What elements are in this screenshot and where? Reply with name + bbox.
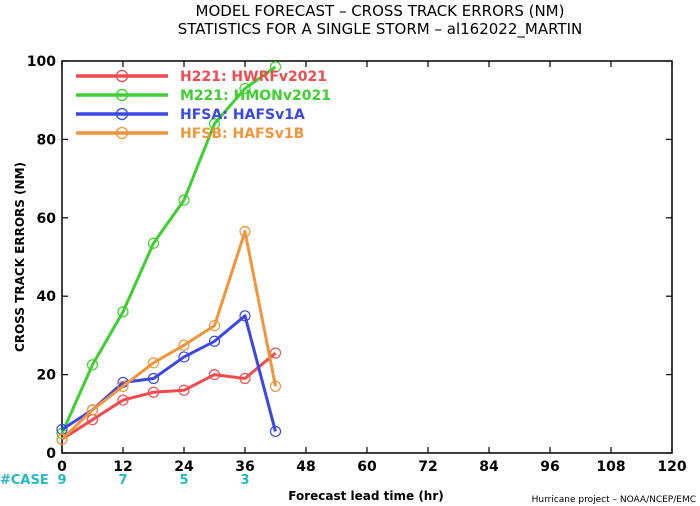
chart-title: MODEL FORECAST – CROSS TRACK ERRORS (NM) [196, 2, 565, 20]
plot-frame [61, 60, 673, 454]
legend-label: HFSB: HAFSv1B [180, 126, 304, 142]
series-line [60, 65, 277, 435]
y-tick-label: 0 [46, 446, 56, 462]
data-point [86, 404, 99, 416]
x-tick-label: 24 [174, 459, 194, 475]
y-tick-label: 60 [37, 211, 57, 227]
x-tick-label: 36 [235, 459, 254, 475]
data-point [208, 369, 221, 381]
data-point [147, 237, 160, 249]
data-point [178, 351, 190, 363]
x-tick-label: 120 [657, 459, 686, 475]
data-point [178, 384, 190, 396]
legend-label: M221: HMONv2021 [180, 88, 331, 104]
series-line [60, 230, 277, 441]
x-axis: 0 12 24 36 48 60 72 84 96 108 120 [57, 61, 687, 475]
data-point [269, 61, 282, 73]
data-point [239, 82, 251, 95]
legend-label: HFSA: HAFSv1A [180, 107, 305, 123]
x-tick-label: 0 [57, 459, 67, 475]
credit-text: Hurricane project – NOAA/NCEP/EMC [532, 495, 696, 505]
case-count: 5 [179, 473, 188, 488]
data-point [178, 339, 190, 351]
legend-label: H221: HWRFv2021 [180, 69, 327, 85]
case-counts: 9 7 5 3 [57, 473, 249, 488]
data-point [208, 320, 221, 332]
data-point [56, 433, 68, 445]
data-point [147, 357, 160, 369]
x-tick-label: 84 [479, 459, 499, 475]
x-axis-label: Forecast lead time (hr) [288, 489, 444, 503]
legend-marker [115, 107, 129, 121]
x-tick-label: 108 [596, 459, 625, 475]
series-lines [56, 61, 282, 445]
y-tick-label: 20 [37, 368, 57, 384]
case-count: 7 [118, 473, 127, 488]
data-point [117, 394, 129, 406]
case-count: 3 [240, 473, 249, 488]
data-point [239, 225, 251, 238]
data-point [269, 425, 282, 438]
legend: H221: HWRFv2021 M221: HMONv2021 HFSA: HAFS… [76, 69, 331, 142]
y-axis-label: CROSS TRACK ERRORS (NM) [13, 162, 27, 352]
legend-marker [115, 126, 129, 140]
y-axis: 0 20 40 60 80 100 [27, 54, 672, 462]
y-tick-label: 80 [37, 132, 57, 148]
x-tick-label: 48 [296, 459, 315, 475]
data-point [269, 380, 282, 392]
data-point [117, 306, 129, 318]
data-point [147, 372, 160, 385]
y-tick-label: 40 [37, 289, 57, 305]
x-tick-label: 12 [113, 459, 132, 475]
case-count: 9 [57, 473, 66, 488]
data-point [208, 335, 221, 347]
y-tick-label: 100 [27, 54, 56, 70]
x-tick-label: 72 [418, 459, 437, 475]
data-point [208, 118, 221, 130]
case-label: #CASE [0, 473, 49, 488]
data-point [269, 347, 282, 359]
data-point [239, 372, 251, 385]
data-point [117, 380, 129, 392]
data-point [178, 194, 190, 206]
chart-subtitle: STATISTICS FOR A SINGLE STORM – al162022… [178, 20, 582, 39]
x-tick-label: 60 [357, 459, 377, 475]
x-tick-label: 96 [540, 459, 559, 475]
legend-marker [115, 69, 129, 83]
legend-marker [115, 88, 129, 102]
data-point [239, 310, 251, 322]
data-point [86, 359, 99, 371]
data-point [147, 386, 160, 398]
